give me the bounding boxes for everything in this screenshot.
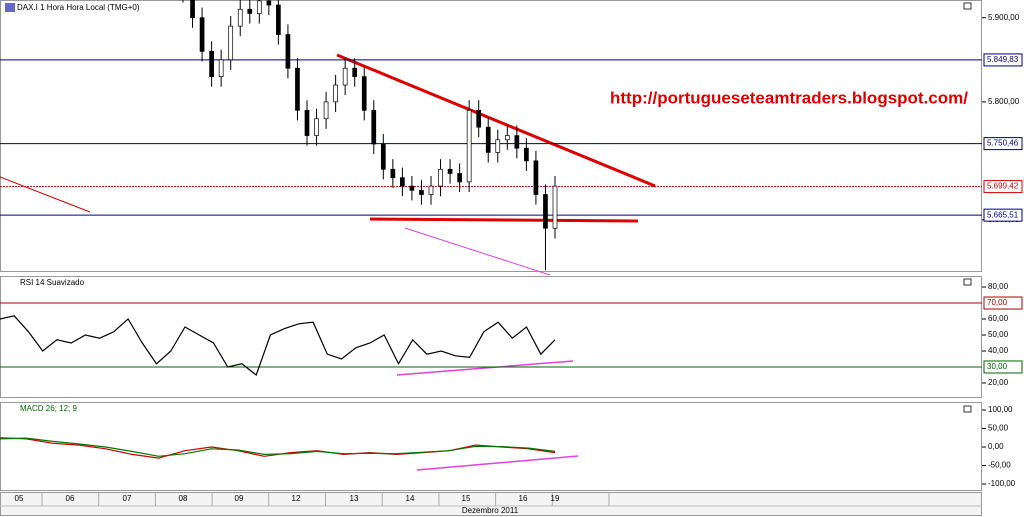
x-tick-label: 12	[292, 494, 301, 503]
candle-body	[428, 185, 434, 195]
rsi-line	[0, 315, 556, 376]
candle-body	[485, 126, 491, 153]
y-tick-label: 60,00	[988, 314, 1009, 323]
candle-body	[218, 59, 224, 77]
candle-body	[209, 51, 214, 77]
candle-body	[228, 25, 234, 61]
window-button[interactable]	[963, 2, 972, 10]
candle-body	[333, 84, 338, 103]
trend-line	[369, 217, 639, 223]
candle-body	[247, 8, 253, 14]
x-tick-label: 07	[123, 494, 132, 503]
level-label: 30,00	[987, 362, 1008, 371]
candle-body	[476, 109, 482, 128]
candle-body	[323, 101, 329, 120]
macd-line	[0, 437, 556, 457]
candle-body	[533, 160, 539, 195]
candle-body	[314, 118, 319, 136]
level-label: 5.849,83	[987, 55, 1019, 64]
candle-body	[438, 168, 443, 187]
trend-lines	[0, 53, 656, 471]
level-badge	[983, 296, 1023, 310]
candle-body	[524, 147, 529, 162]
candles	[182, 0, 558, 271]
y-tick-label: 5.900,00	[988, 13, 1020, 22]
level-badge	[983, 180, 1023, 194]
symbol-icon	[5, 3, 15, 12]
level-label: 5.750,46	[987, 139, 1019, 148]
trend-line	[396, 360, 574, 376]
url-annotation: http://portugueseteamtraders.blogspot.co…	[610, 88, 968, 107]
candle-body	[543, 194, 548, 229]
y-tick-label: 20,00	[988, 378, 1009, 387]
level-label: 70,00	[987, 298, 1008, 307]
y-tick-label: -50,00	[988, 461, 1011, 470]
candle-body	[409, 185, 415, 191]
candle-body	[199, 17, 205, 52]
candle-body	[390, 168, 396, 179]
candle-body	[342, 67, 348, 86]
candle-body	[237, 8, 243, 27]
y-tick-label: 100,00	[988, 405, 1013, 414]
candle-body	[552, 185, 558, 229]
y-tick-label: -100,00	[988, 479, 1016, 488]
candle-body	[295, 67, 300, 111]
candle-body	[361, 76, 367, 111]
trend-line	[336, 53, 656, 188]
candle-body	[352, 67, 358, 77]
candle-body	[514, 135, 520, 149]
price-frame	[0, 0, 982, 272]
candle-body	[276, 4, 281, 35]
x-tick-label: 09	[235, 494, 244, 503]
month-label: Dezembro 2011	[462, 506, 519, 515]
trend-line	[0, 176, 91, 213]
candle-body	[190, 0, 195, 19]
candle-body	[400, 177, 405, 187]
macd-title: MACD 26; 12; 9	[20, 404, 77, 413]
macd-frame	[0, 402, 982, 491]
rsi-title: RSI 14 Suavizado	[20, 278, 85, 287]
x-axis-frame	[0, 492, 982, 516]
level-label: 5.665,51	[987, 210, 1019, 219]
x-tick-label: 08	[179, 494, 188, 503]
y-tick-label: 5.800,00	[988, 97, 1020, 106]
x-tick-label: 15	[462, 494, 471, 503]
window-button[interactable]	[963, 405, 972, 413]
x-tick-label: 06	[66, 494, 75, 503]
candle-body	[466, 109, 472, 183]
y-tick-label: 50,00	[988, 330, 1009, 339]
x-tick-label: 19	[551, 494, 560, 503]
x-tick-label: 14	[406, 494, 415, 503]
candle-body	[371, 109, 377, 145]
rsi-frame	[0, 276, 982, 398]
candle-body	[304, 109, 310, 136]
trend-line	[404, 227, 551, 276]
level-label: 5.699,42	[987, 182, 1019, 191]
y-tick-label: 50,00	[988, 424, 1009, 433]
candle-body	[256, 0, 262, 14]
y-tick-label: 0,00	[988, 442, 1004, 451]
price-title: DAX.I 1 Hora Hora Local (TMG+0)	[17, 3, 140, 12]
y-tick-label: 40,00	[988, 346, 1009, 355]
candle-body	[447, 168, 453, 174]
x-tick-label: 13	[350, 494, 359, 503]
trend-line	[416, 455, 579, 471]
level-badge	[983, 360, 1023, 374]
candle-body	[457, 173, 462, 183]
candle-body	[504, 135, 510, 141]
candle-body	[380, 143, 386, 170]
window-button[interactable]	[963, 278, 972, 286]
candle-body	[285, 34, 291, 69]
x-tick-label: 05	[15, 494, 24, 503]
candle-body	[266, 0, 272, 6]
level-badge	[983, 208, 1023, 222]
candle-body	[495, 139, 501, 153]
level-badge	[983, 53, 1023, 67]
x-tick-label: 16	[519, 494, 528, 503]
level-badge	[983, 137, 1023, 151]
y-tick-label: 80,00	[988, 282, 1009, 291]
candle-body	[419, 189, 424, 195]
